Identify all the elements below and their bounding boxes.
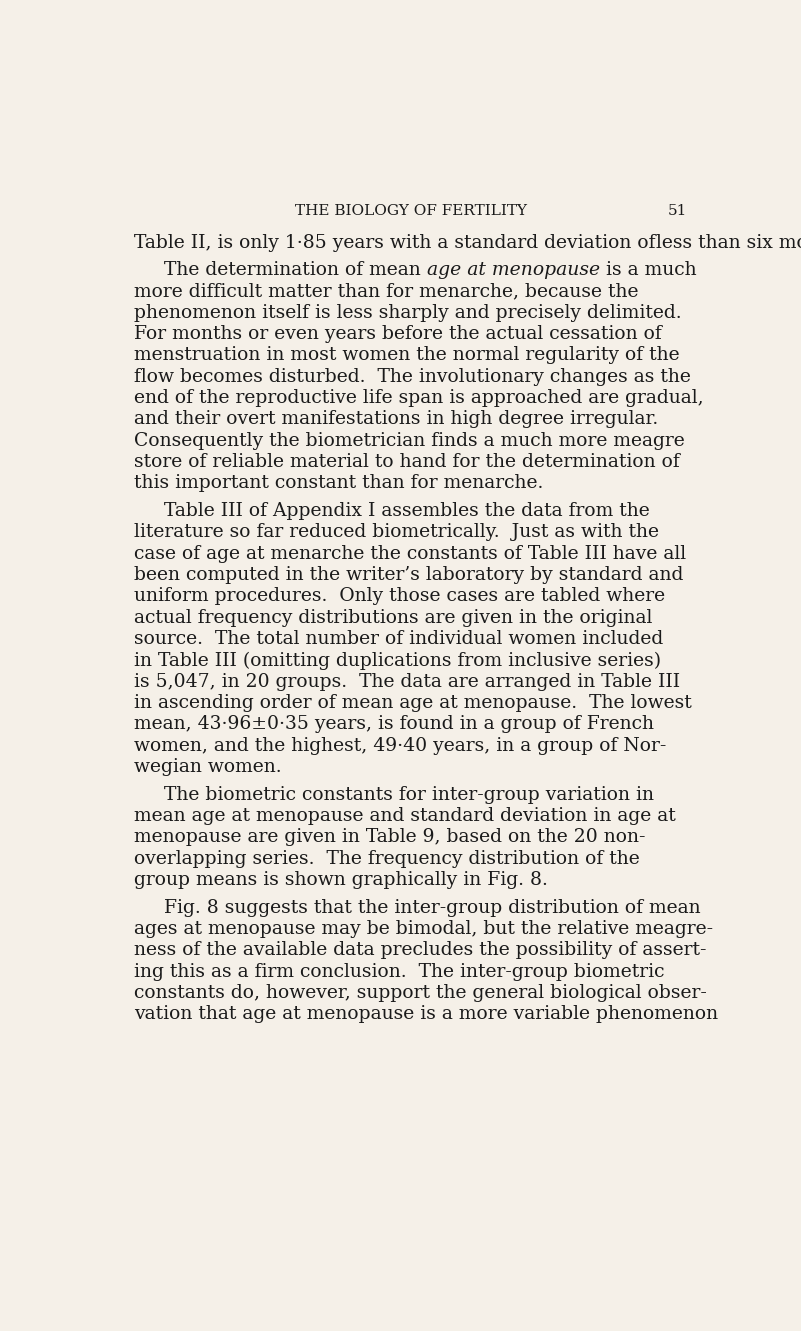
Text: mean, 43·96±0·35 years, is found in a group of French: mean, 43·96±0·35 years, is found in a gr… (135, 715, 654, 733)
Text: Fig. 8 suggests that the inter-group distribution of mean: Fig. 8 suggests that the inter-group dis… (164, 898, 701, 917)
Text: vation that age at menopause is a more variable phenomenon: vation that age at menopause is a more v… (135, 1005, 718, 1024)
Text: less than six months.  The range of individual diversity in: less than six months. The range of indiv… (656, 233, 801, 252)
Text: case of age at menarche the constants of Table III have all: case of age at menarche the constants of… (135, 544, 686, 563)
Text: women, and the highest, 49·40 years, in a group of Nor-: women, and the highest, 49·40 years, in … (135, 736, 666, 755)
Text: ing this as a firm conclusion.  The inter-group biometric: ing this as a firm conclusion. The inter… (135, 962, 665, 981)
Text: The biometric constants for inter-group variation in: The biometric constants for inter-group … (164, 785, 654, 804)
Text: For months or even years before the actual cessation of: For months or even years before the actu… (135, 325, 662, 343)
Text: more difficult matter than for menarche, because the: more difficult matter than for menarche,… (135, 282, 638, 301)
Text: constants do, however, support the general biological obser-: constants do, however, support the gener… (135, 984, 707, 1002)
Text: actual frequency distributions are given in the original: actual frequency distributions are given… (135, 608, 653, 627)
Text: source.  The total number of individual women included: source. The total number of individual w… (135, 630, 663, 648)
Text: Consequently the biometrician finds a much more meagre: Consequently the biometrician finds a mu… (135, 431, 685, 450)
Text: phenomenon itself is less sharply and precisely delimited.: phenomenon itself is less sharply and pr… (135, 303, 682, 322)
Text: mean age at menopause and standard deviation in age at: mean age at menopause and standard devia… (135, 807, 676, 825)
Text: end of the reproductive life span is approached are gradual,: end of the reproductive life span is app… (135, 389, 704, 407)
Text: uniform procedures.  Only those cases are tabled where: uniform procedures. Only those cases are… (135, 587, 666, 606)
Text: wegian women.: wegian women. (135, 757, 282, 776)
Text: age at menopause: age at menopause (427, 261, 600, 280)
Text: store of reliable material to hand for the determination of: store of reliable material to hand for t… (135, 453, 680, 471)
Text: is 5,047, in 20 groups.  The data are arranged in Table III: is 5,047, in 20 groups. The data are arr… (135, 672, 680, 691)
Text: ages at menopause may be bimodal, but the relative meagre-: ages at menopause may be bimodal, but th… (135, 920, 714, 938)
Text: Table II, is only 1·85 years with a standard deviation of: Table II, is only 1·85 years with a stan… (135, 233, 656, 252)
Text: group means is shown graphically in Fig. 8.: group means is shown graphically in Fig.… (135, 870, 548, 889)
Text: 51: 51 (667, 204, 686, 218)
Text: this important constant than for menarche.: this important constant than for menarch… (135, 474, 544, 492)
Text: is a much: is a much (600, 261, 697, 280)
Text: literature so far reduced biometrically.  Just as with the: literature so far reduced biometrically.… (135, 523, 659, 542)
Text: been computed in the writer’s laboratory by standard and: been computed in the writer’s laboratory… (135, 566, 683, 584)
Text: The determination of mean: The determination of mean (164, 261, 427, 280)
Text: menstruation in most women the normal regularity of the: menstruation in most women the normal re… (135, 346, 680, 365)
Text: THE BIOLOGY OF FERTILITY: THE BIOLOGY OF FERTILITY (295, 204, 526, 218)
Text: overlapping series.  The frequency distribution of the: overlapping series. The frequency distri… (135, 849, 640, 868)
Text: flow becomes disturbed.  The involutionary changes as the: flow becomes disturbed. The involutionar… (135, 367, 691, 386)
Text: Table III of Appendix I assembles the data from the: Table III of Appendix I assembles the da… (164, 502, 650, 520)
Text: and their overt manifestations in high degree irregular.: and their overt manifestations in high d… (135, 410, 658, 429)
Text: in ascending order of mean age at menopause.  The lowest: in ascending order of mean age at menopa… (135, 693, 692, 712)
Text: menopause are given in Table 9, based on the 20 non-: menopause are given in Table 9, based on… (135, 828, 646, 847)
Text: in Table III (omitting duplications from inclusive series): in Table III (omitting duplications from… (135, 651, 662, 669)
Text: ness of the available data precludes the possibility of assert-: ness of the available data precludes the… (135, 941, 706, 960)
